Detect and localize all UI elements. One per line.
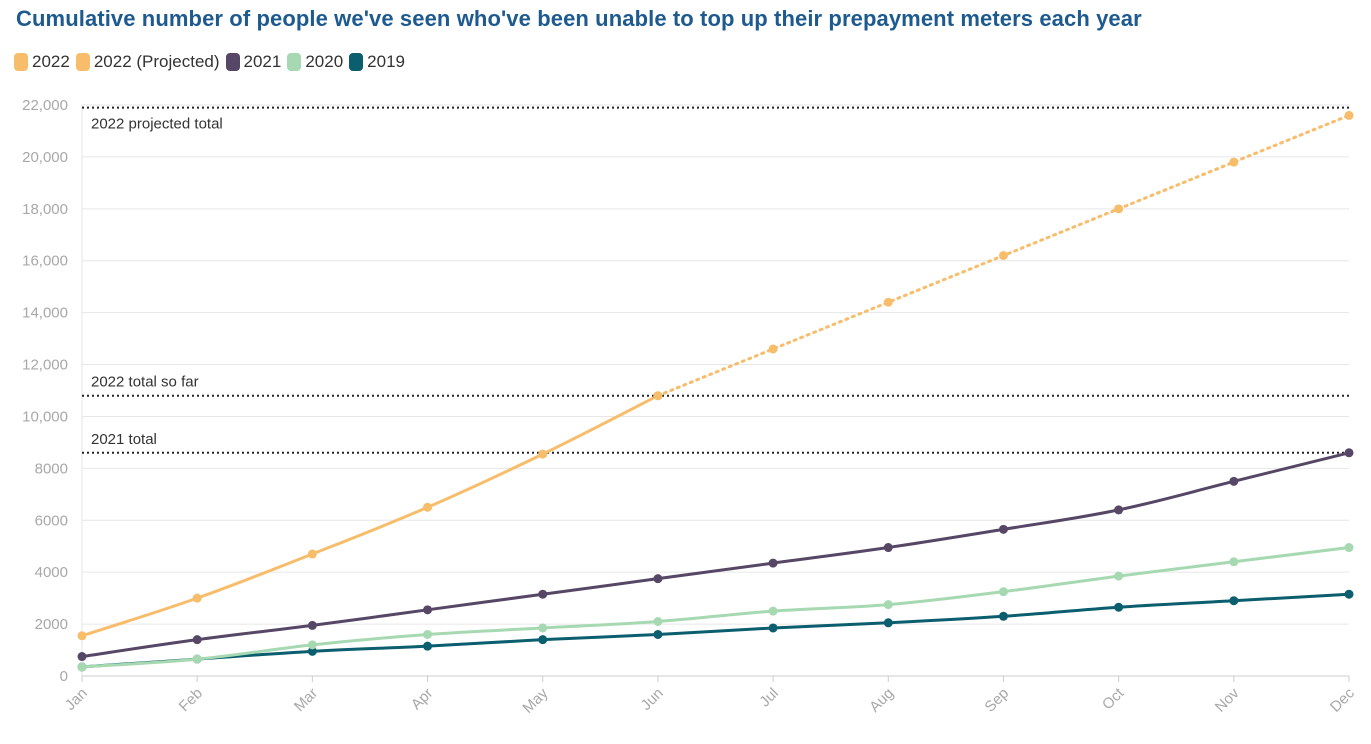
y-tick-label: 14,000 <box>22 305 68 322</box>
legend-item-2019[interactable]: 2019 <box>349 52 405 72</box>
data-point-2022-projected <box>768 344 778 354</box>
data-point-2021 <box>998 524 1008 534</box>
reference-line-label: 2022 total so far <box>91 374 199 391</box>
data-point-2022-projected <box>883 297 893 307</box>
data-point-2021 <box>768 558 778 568</box>
x-tick-label: May <box>519 684 551 716</box>
data-point-2020 <box>653 616 663 626</box>
y-tick-label: 22,000 <box>22 97 68 114</box>
data-point-2021 <box>192 635 202 645</box>
y-tick-label: 8000 <box>35 460 68 477</box>
y-tick-label: 16,000 <box>22 253 68 270</box>
data-point-2022 <box>307 549 317 559</box>
data-point-2022 <box>77 631 87 641</box>
legend-label-2021: 2021 <box>243 52 282 71</box>
legend-item-2021[interactable]: 2021 <box>225 52 282 72</box>
x-tick-label: Oct <box>1099 684 1128 713</box>
x-tick-label: Mar <box>291 685 321 715</box>
legend-swatch-2022-projected <box>75 53 90 71</box>
legend-label-2022: 2022 <box>32 52 70 71</box>
legend-label-2020: 2020 <box>305 52 344 71</box>
data-point-2021 <box>1229 476 1239 486</box>
data-point-2019 <box>883 618 893 628</box>
x-tick-label: Nov <box>1212 684 1243 715</box>
data-point-2019 <box>307 646 317 656</box>
data-point-2020 <box>1114 571 1124 581</box>
legend-item-2020[interactable]: 2020 <box>287 52 343 72</box>
series-line-2021 <box>80 451 1351 659</box>
data-point-2019 <box>653 629 663 639</box>
data-point-2020 <box>77 662 87 672</box>
y-tick-label: 12,000 <box>22 357 68 374</box>
legend-swatch-2020 <box>287 53 302 71</box>
data-point-2020 <box>423 629 433 639</box>
series-line-2022 <box>80 394 660 638</box>
legend-label-2022-projected: 2022 (Projected) <box>93 52 220 71</box>
legend-item-2022-projected[interactable]: 2022 (Projected) <box>75 52 220 72</box>
y-tick-label: 18,000 <box>22 201 68 218</box>
reference-line-label: 2021 total <box>91 431 157 448</box>
data-point-2020 <box>192 654 202 664</box>
data-point-2022-projected <box>1114 204 1124 214</box>
data-point-2020 <box>768 606 778 616</box>
x-tick-label: Aug <box>866 685 897 716</box>
data-point-2022 <box>538 449 548 459</box>
x-tick-label: Dec <box>1327 684 1358 715</box>
data-point-2022 <box>192 593 202 603</box>
data-point-2020 <box>1344 543 1354 553</box>
y-tick-label: 4000 <box>35 564 68 581</box>
series-line-2020 <box>80 546 1351 669</box>
y-tick-label: 2000 <box>35 616 68 633</box>
legend-swatch-2022 <box>14 53 28 71</box>
x-tick-label: Jan <box>62 685 91 714</box>
legend-item-2022[interactable]: 2022 <box>14 52 70 72</box>
reference-line-label: 2022 projected total <box>91 116 223 133</box>
data-point-2020 <box>538 623 548 633</box>
legend-swatch-2019 <box>349 53 364 71</box>
data-point-2020 <box>883 600 893 610</box>
data-point-2019 <box>768 623 778 633</box>
legend-swatch-2021 <box>225 53 240 71</box>
x-tick-label: Jul <box>756 685 782 711</box>
series-line-2019 <box>80 592 1351 669</box>
data-point-2022 <box>423 502 433 512</box>
data-point-2019 <box>423 641 433 651</box>
data-point-2021 <box>538 589 548 599</box>
data-point-2022-projected <box>1344 110 1354 120</box>
data-point-2019 <box>1344 589 1354 599</box>
x-tick-label: Apr <box>408 685 437 714</box>
y-tick-label: 6000 <box>35 512 68 529</box>
x-tick-label: Sep <box>981 685 1012 716</box>
data-point-2021 <box>1344 448 1354 458</box>
data-point-2020 <box>1229 557 1239 567</box>
data-point-2019 <box>998 611 1008 621</box>
data-point-2021 <box>653 574 663 584</box>
x-tick-label: Jun <box>638 685 667 714</box>
data-point-2021 <box>77 652 87 662</box>
chart-title: Cumulative number of people we've seen w… <box>16 6 1142 31</box>
data-point-2021 <box>1114 505 1124 515</box>
data-point-2021 <box>423 605 433 615</box>
data-point-2022-projected <box>998 251 1008 261</box>
x-tick-label: Feb <box>176 685 206 715</box>
data-point-2022-projected <box>653 391 663 401</box>
data-point-2021 <box>307 620 317 630</box>
y-tick-label: 20,000 <box>22 149 68 166</box>
data-point-2019 <box>538 635 548 645</box>
data-point-2020 <box>307 640 317 650</box>
data-point-2019 <box>1229 596 1239 606</box>
legend: 2022 2022 (Projected) 2021 2020 2019 <box>14 52 411 72</box>
data-point-2021 <box>883 543 893 553</box>
y-tick-label: 10,000 <box>22 408 68 425</box>
data-point-2020 <box>998 587 1008 597</box>
data-point-2022-projected <box>1229 157 1239 167</box>
data-point-2019 <box>1114 602 1124 612</box>
y-tick-label: 0 <box>60 668 68 685</box>
legend-label-2019: 2019 <box>367 52 405 71</box>
